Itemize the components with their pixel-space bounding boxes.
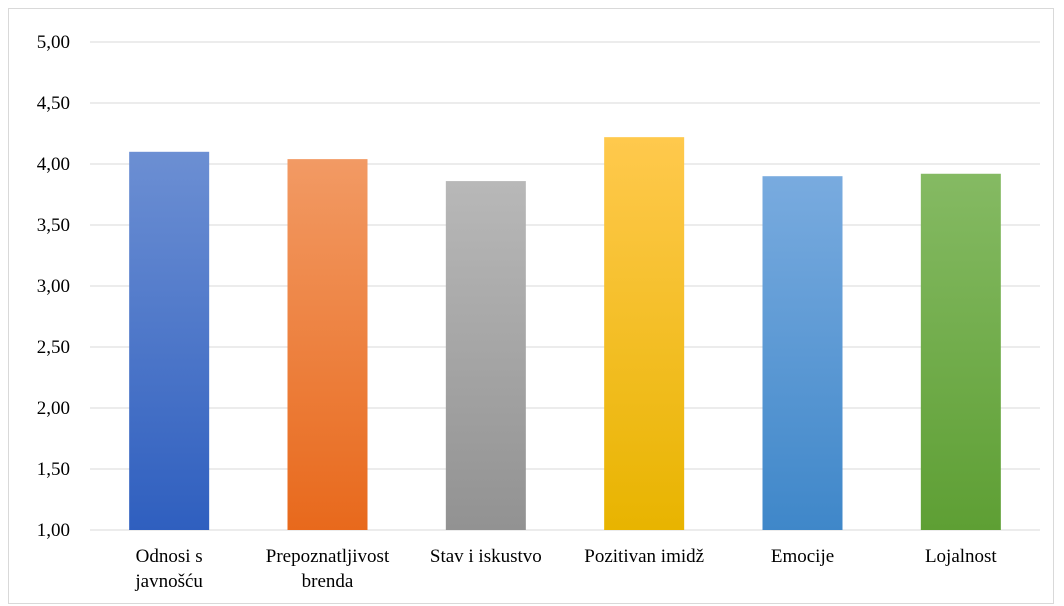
x-category-label: javnošću <box>134 571 203 592</box>
y-axis-ticks: 1,00 1,50 2,00 2,50 3,00 3,50 4,00 4,50 5,00 <box>37 32 70 541</box>
x-axis-labels: Odnosi s javnošću Prepoznatljivost brenda St… <box>134 546 997 592</box>
y-tick-label: 4,50 <box>37 93 70 114</box>
x-category-label: brenda <box>302 571 354 592</box>
x-category-label: Lojalnost <box>925 546 997 567</box>
y-tick-label: 1,50 <box>37 459 70 480</box>
bar-5 <box>920 173 1001 530</box>
y-tick-label: 2,50 <box>37 337 70 358</box>
x-category-label: Stav i iskustvo <box>430 546 542 567</box>
bar-3 <box>604 137 685 530</box>
bar-4 <box>762 176 843 530</box>
x-category-label: Prepoznatljivost <box>266 546 390 567</box>
bar-0 <box>129 151 210 531</box>
x-category-label: Odnosi s <box>136 546 203 567</box>
bars <box>129 137 1001 531</box>
y-tick-label: 4,00 <box>37 154 70 175</box>
y-tick-label: 5,00 <box>37 32 70 53</box>
gridlines <box>90 41 1040 531</box>
x-category-label: Emocije <box>771 546 834 567</box>
bar-1 <box>287 159 368 530</box>
x-category-label: Pozitivan imidž <box>584 546 704 567</box>
y-tick-label: 1,00 <box>37 520 70 541</box>
y-tick-label: 3,50 <box>37 215 70 236</box>
y-tick-label: 2,00 <box>37 398 70 419</box>
bar-2 <box>445 181 526 530</box>
y-tick-label: 3,00 <box>37 276 70 297</box>
